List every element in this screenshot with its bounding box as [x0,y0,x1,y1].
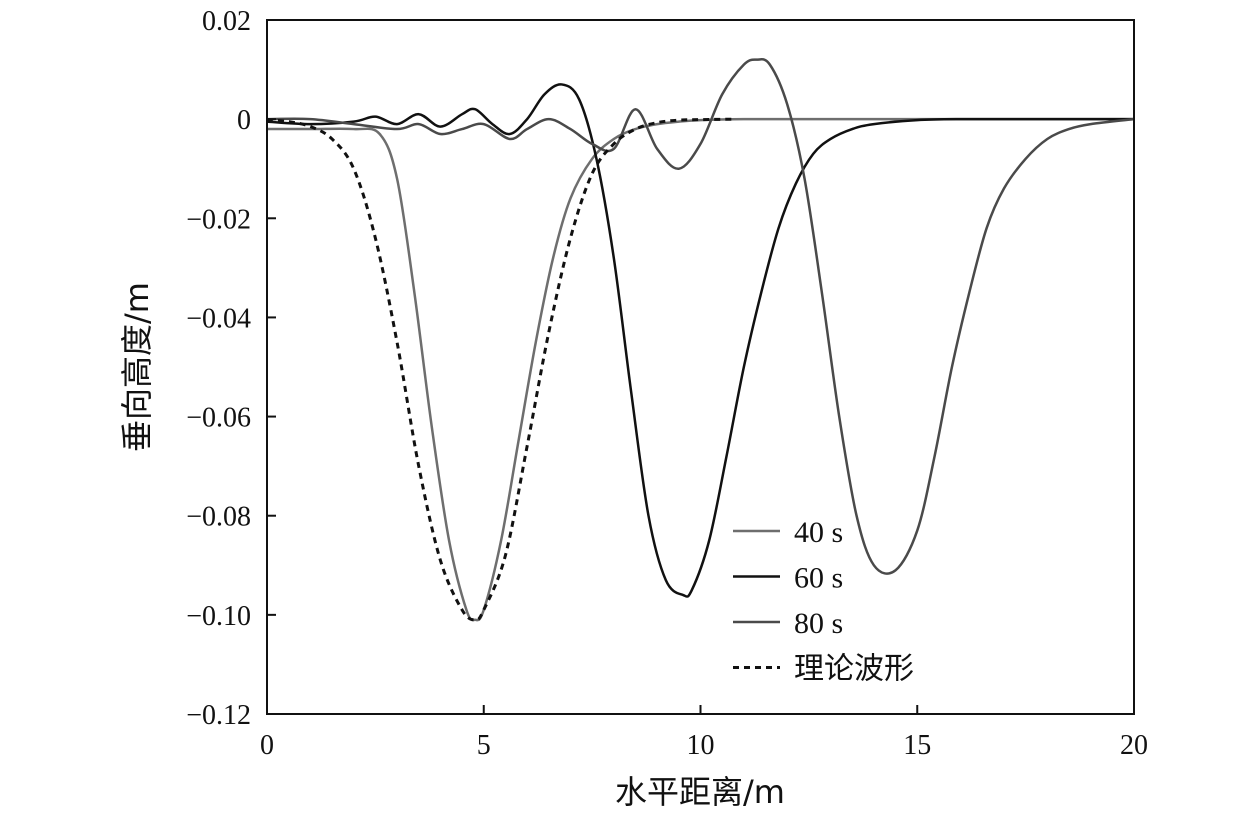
legend-label: 40 s [794,516,843,549]
x-tick-label: 20 [1120,730,1148,761]
series-line-1 [266,117,1134,622]
x-tick-label: 10 [687,730,715,761]
legend-label: 理论波形 [794,653,914,686]
x-tick-label: 5 [477,730,491,761]
tick-labels: 0 5 10 15 20 0.02 0 −0.02 −0.04 −0.06 −0.08 −0.10 −0… [186,6,1148,761]
series-line-2 [266,83,1134,598]
series-line-3 [266,58,1135,575]
y-tick-label: −0.08 [186,502,251,533]
x-tick-label: 0 [260,730,274,761]
x-tick-label: 15 [903,730,931,761]
y-tick-label: −0.12 [186,700,251,731]
y-tick-label: 0 [237,105,251,136]
y-tick-label: −0.10 [186,601,251,632]
y-tick-label: 0.02 [202,6,251,37]
ticks-layer [266,19,1135,715]
x-axis-title: 水平距离/m [615,773,785,811]
legend-label: 60 s [794,562,843,595]
y-tick-label: −0.04 [186,303,251,334]
y-tick-label: −0.06 [186,403,251,434]
legend: 40 s 60 s 80 s 理论波形 [733,516,914,686]
series-layer [266,58,1135,622]
y-axis-title: 垂向高度/m [118,282,156,452]
legend-label: 80 s [794,607,843,640]
y-tick-label: −0.02 [186,204,251,235]
